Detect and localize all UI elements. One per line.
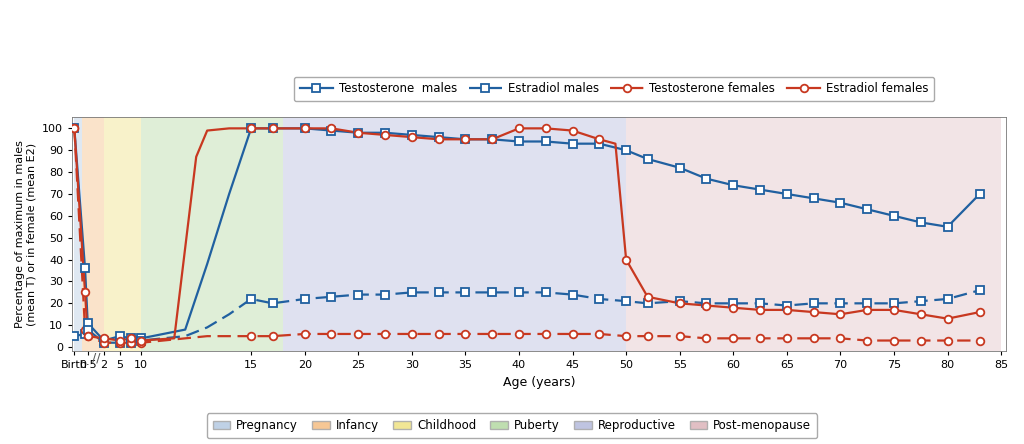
X-axis label: Age (years): Age (years) [503,376,575,389]
Bar [75,117,82,352]
Bar [626,117,1001,352]
Bar [284,117,626,352]
Y-axis label: Percentage of maximum in males
(mean T) or in female (mean E2): Percentage of maximum in males (mean T) … [15,140,37,329]
Text: //: // [91,351,100,364]
Legend: Testosterone  males, Estradiol males, Testosterone females, Estradiol females: Testosterone males, Estradiol males, Tes… [294,76,935,101]
Legend: Pregnancy, Infancy, Childhood, Puberty, Reproductive, Post-menopause: Pregnancy, Infancy, Childhood, Puberty, … [207,413,817,438]
Bar [103,117,141,352]
Bar [141,117,284,352]
Bar [82,117,103,352]
